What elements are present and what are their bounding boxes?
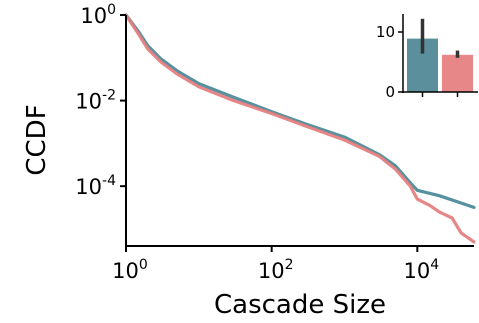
- y-tick-label-2: 10-2: [75, 88, 116, 114]
- inset-y-tick-label-1: 0: [385, 83, 395, 101]
- y-tick-label-1: 100: [80, 2, 116, 28]
- series-line-1: [124, 13, 476, 209]
- x-tick-label-3: 104: [403, 257, 439, 283]
- inset-plot: 0 10: [376, 14, 478, 101]
- inset-y-tick-label-2: 10: [376, 23, 395, 41]
- y-tick-label-3: 10-4: [75, 173, 116, 199]
- y-axis-label: CCDF: [22, 104, 52, 175]
- series-line-2: [124, 13, 476, 244]
- inset-bar-2: [442, 54, 473, 92]
- x-tick-label-1: 100: [112, 257, 148, 283]
- x-axis-label: Cascade Size: [214, 290, 386, 320]
- x-tick-label-2: 102: [258, 257, 294, 283]
